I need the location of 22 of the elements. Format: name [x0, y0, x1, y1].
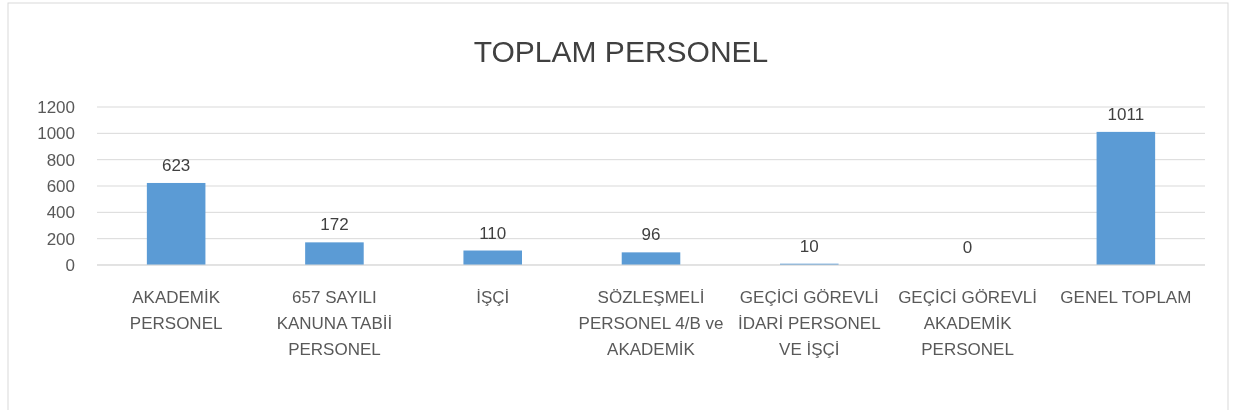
data-label: 0	[962, 238, 973, 257]
y-tick-label: 1200	[37, 97, 75, 117]
y-tick-label: 200	[46, 229, 75, 249]
x-tick-label: İŞÇİ	[476, 288, 510, 307]
x-tick-label: GENEL TOPLAM	[1060, 288, 1192, 307]
x-tick-label: GEÇİCİ GÖREVLİ AKADEMİK PERSONEL	[898, 288, 1038, 359]
x-tick-label: GEÇİCİ GÖREVLİ İDARİ PERSONEL VE İŞÇİ	[737, 288, 881, 359]
chart-title: TOPLAM PERSONEL	[473, 35, 769, 68]
y-tick-label: 0	[65, 255, 75, 275]
y-tick-label: 400	[46, 203, 75, 223]
data-label: 10	[799, 236, 819, 256]
data-label: 172	[320, 215, 349, 235]
x-tick-label: AKADEMİK PERSONEL	[129, 288, 223, 333]
data-label: 110	[479, 223, 507, 243]
data-label: 1011	[1107, 104, 1145, 124]
x-tick-label: 657 SAYILI KANUNA TABİİ PERSONEL	[276, 288, 393, 359]
x-tick-label: SÖZLEŞMELİ PERSONEL 4/B ve AKADEMİK	[578, 288, 724, 359]
y-tick-label: 600	[46, 176, 75, 196]
data-label: 623	[161, 155, 191, 175]
y-tick-label: 800	[46, 150, 75, 170]
y-tick-label: 1000	[37, 124, 75, 144]
data-label: 96	[641, 225, 661, 245]
